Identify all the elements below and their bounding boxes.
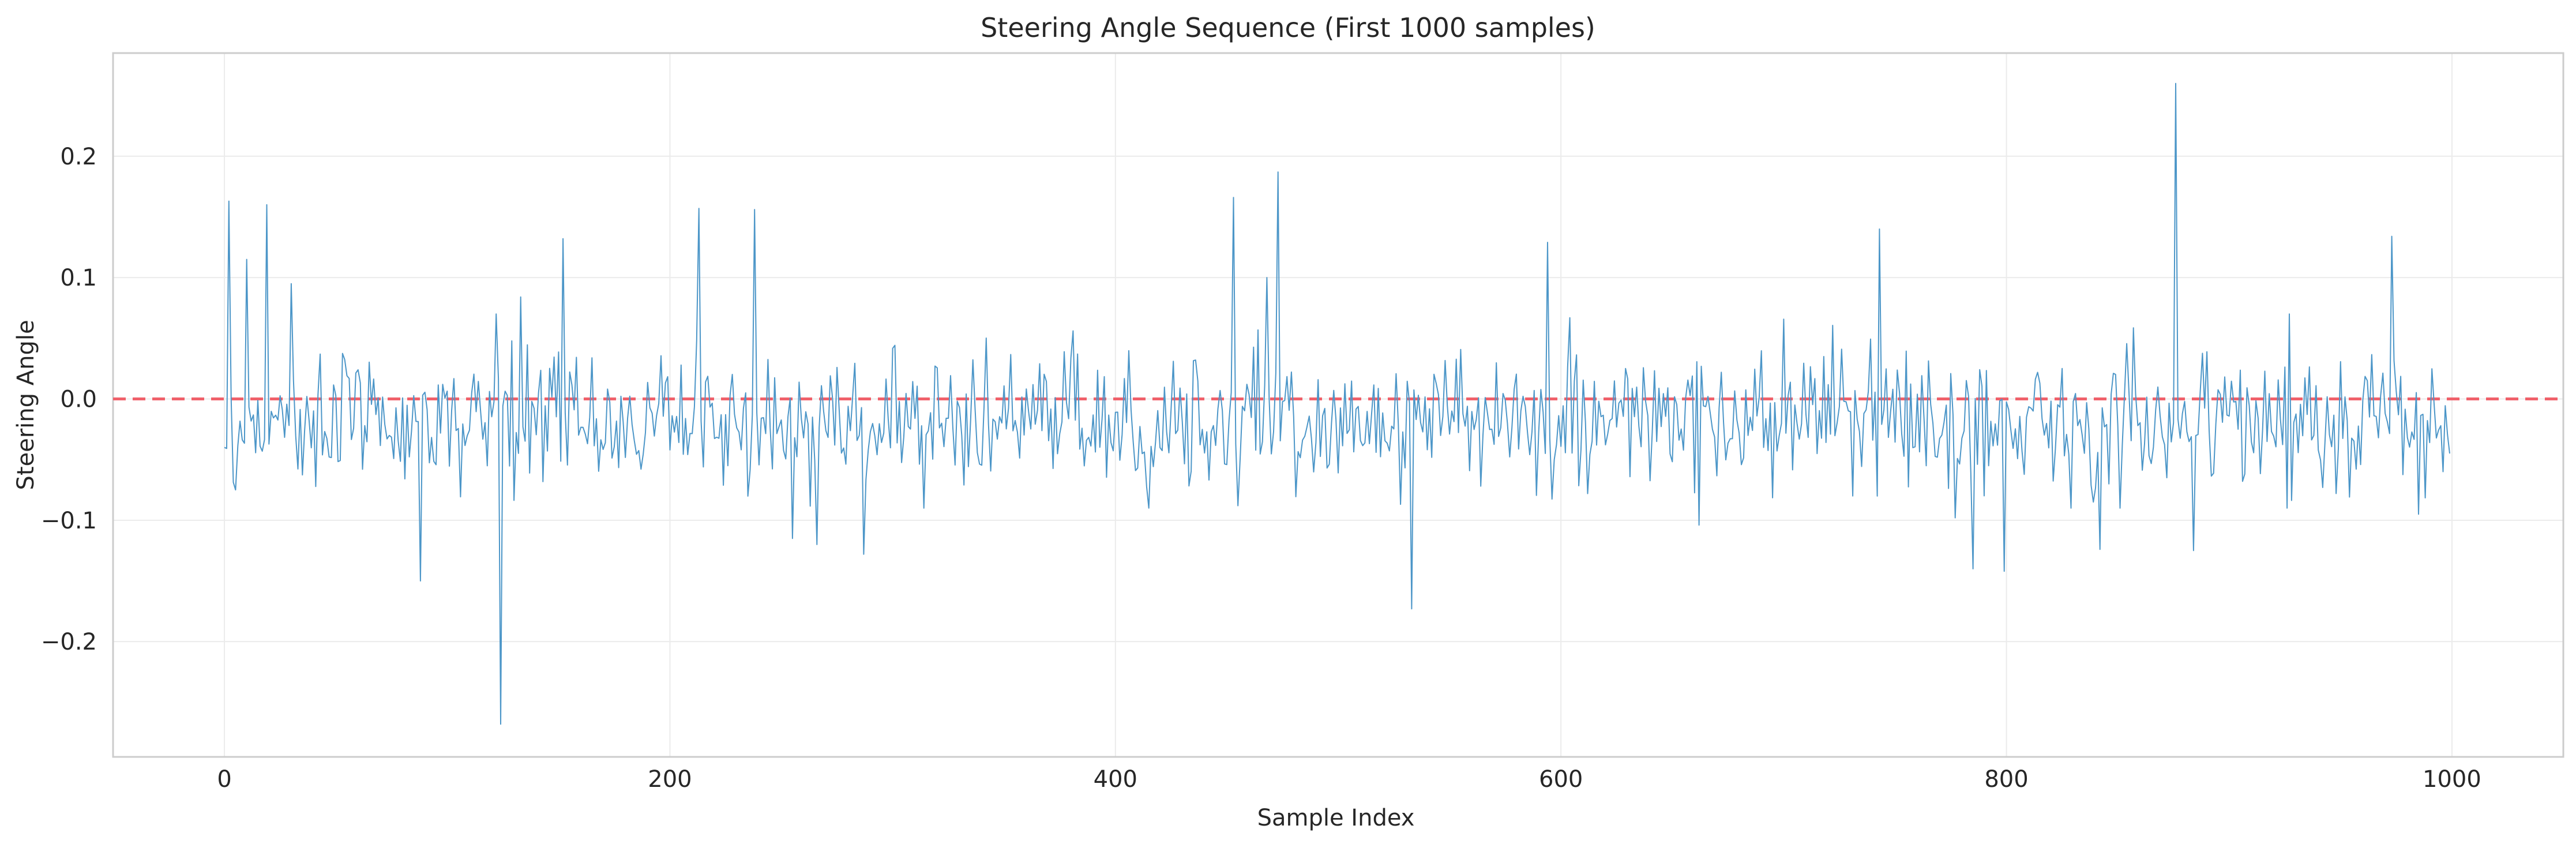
x-axis-title: Sample Index [1257, 805, 1415, 831]
y-tick-label: 0.1 [60, 265, 97, 291]
y-axis-ticks: −0.2 −0.1 0.0 0.1 0.2 [41, 144, 97, 655]
y-tick-label: −0.1 [41, 508, 97, 534]
x-tick-label: 600 [1539, 766, 1583, 793]
plot-frame [112, 52, 2564, 758]
y-tick-label: −0.2 [41, 629, 97, 655]
x-axis-ticks: 0 200 400 600 800 1000 [217, 766, 2481, 793]
chart-title: Steering Angle Sequence (First 1000 samp… [981, 12, 1595, 43]
x-tick-label: 1000 [2423, 766, 2481, 793]
x-tick-label: 400 [1094, 766, 1137, 793]
x-tick-label: 0 [217, 766, 231, 793]
series-line-steering-angle [224, 82, 2450, 725]
y-axis-title: Steering Angle [13, 320, 39, 490]
y-tick-label: 0.2 [60, 144, 97, 170]
x-tick-label: 200 [648, 766, 692, 793]
x-tick-label: 800 [1984, 766, 2028, 793]
y-tick-label: 0.0 [60, 386, 97, 412]
